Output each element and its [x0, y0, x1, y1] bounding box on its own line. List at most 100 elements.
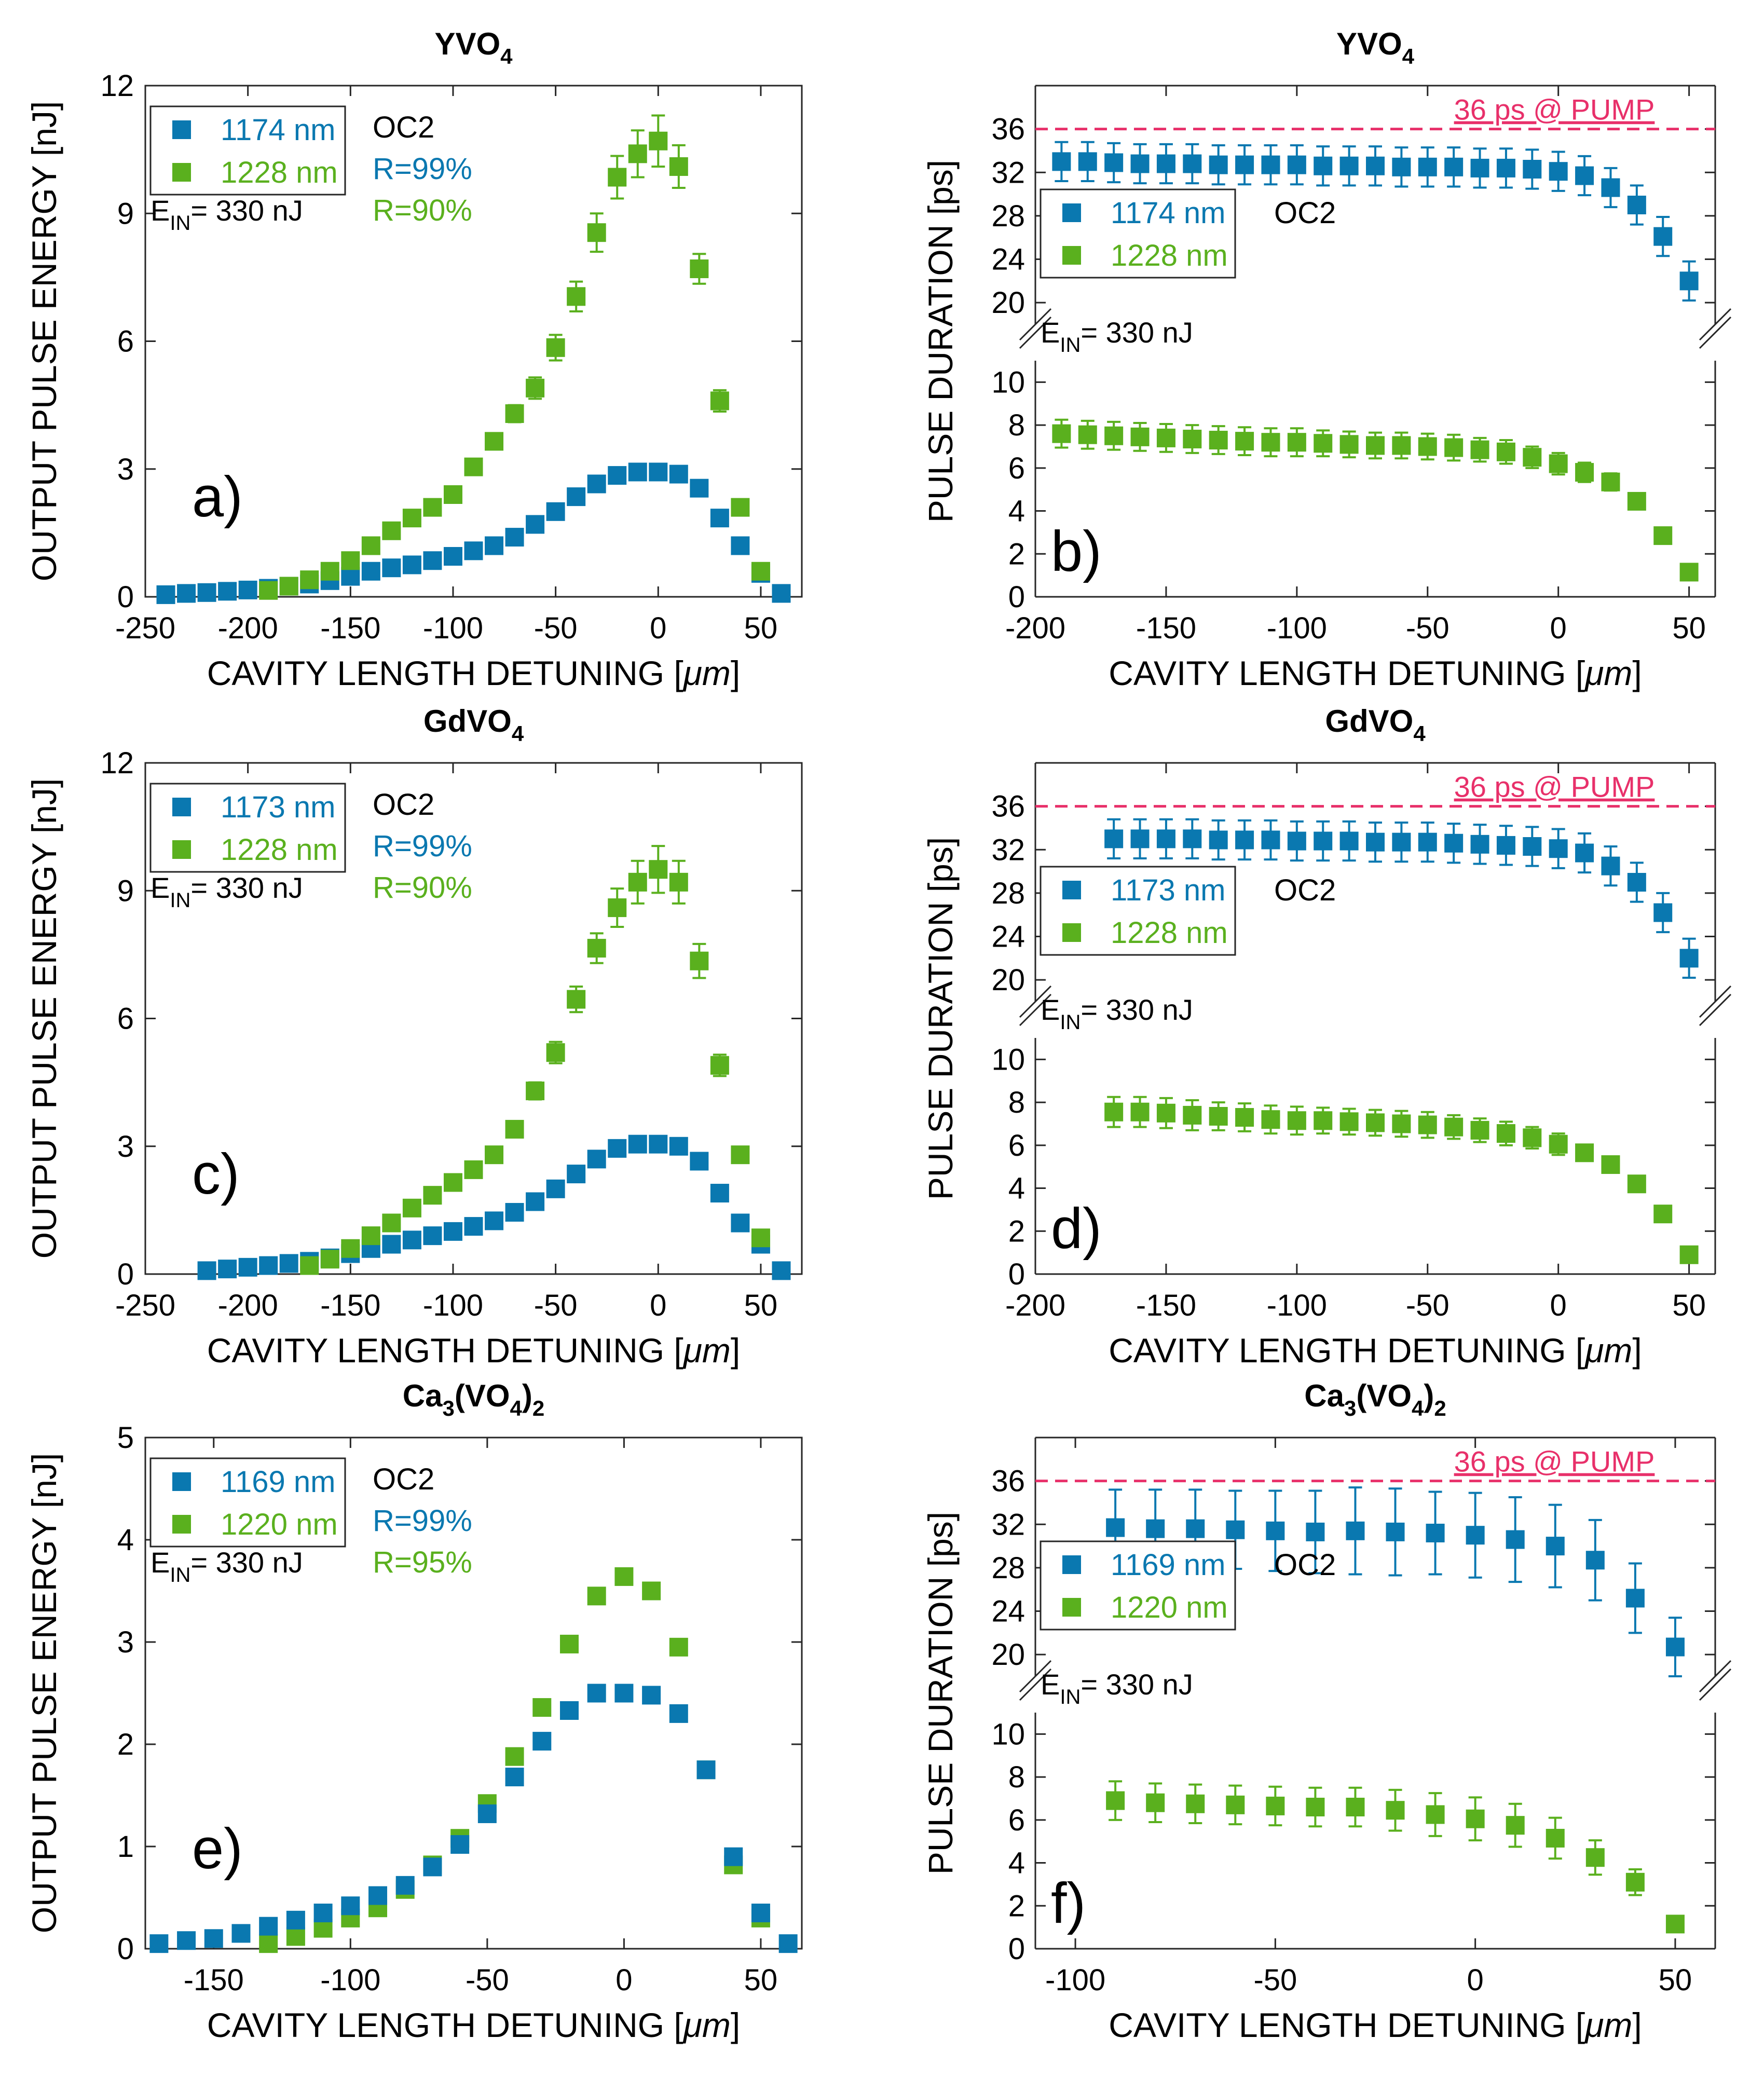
data-point: [1339, 435, 1359, 454]
data-point: [341, 1896, 360, 1916]
output-coupler-label: OC2: [373, 1462, 434, 1496]
data-point: [1585, 1848, 1605, 1867]
reflectivity-blue: R=99%: [373, 152, 472, 186]
data-point: [669, 1704, 688, 1723]
y-axis-label: PULSE DURATION [ps]: [921, 160, 960, 523]
legend-marker: [1062, 1598, 1081, 1617]
input-energy-label: EIN= 330 nJ: [1041, 993, 1193, 1034]
data-point: [1627, 491, 1646, 511]
y-tick-label: 12: [100, 69, 134, 103]
data-point: [608, 1139, 627, 1158]
y-tick-label: 5: [117, 1421, 134, 1455]
data-point: [313, 1904, 333, 1923]
legend-label: 1228 nm: [221, 156, 338, 189]
data-point: [218, 582, 237, 601]
data-point: [259, 1934, 278, 1953]
data-point: [464, 541, 483, 560]
data-point: [587, 1684, 606, 1703]
data-point: [1130, 154, 1150, 173]
x-tick-label: -200: [218, 611, 278, 645]
data-point: [1052, 152, 1071, 171]
axis-break-mark: [1699, 1668, 1732, 1701]
y-tick-label: 28: [991, 877, 1025, 910]
data-point: [218, 1260, 237, 1279]
y-tick-label: 9: [117, 197, 134, 230]
data-point: [614, 1567, 634, 1586]
y-tick-label: 24: [991, 243, 1025, 277]
data-point: [1625, 1872, 1645, 1892]
data-point: [231, 1924, 251, 1943]
x-axis-label: CAVITY LENGTH DETUNING [μm]: [207, 2006, 741, 2044]
data-point: [1209, 431, 1228, 450]
data-point: [1339, 831, 1359, 851]
data-point: [1679, 563, 1699, 582]
data-point: [197, 1261, 216, 1280]
chart-panel-e: -150 -100 -50 0 50 0 1 2 3 4 5 OUTPUT PULSE ENERGY …: [25, 1378, 803, 2044]
x-axis-label: CAVITY LENGTH DETUNING [μm]: [207, 1331, 741, 1370]
x-tick-label: -150: [320, 611, 380, 645]
data-point: [402, 1198, 421, 1218]
pump-reference-label: 36 ps @ PUMP: [1454, 93, 1655, 126]
legend-marker: [172, 1515, 191, 1534]
data-point: [402, 1230, 421, 1250]
data-point: [1261, 155, 1280, 174]
data-point: [1679, 271, 1699, 291]
series-blue: [156, 462, 791, 604]
y-tick-label: 2: [1008, 1214, 1025, 1248]
y-tick-label: 36: [991, 790, 1025, 824]
data-point: [450, 1835, 470, 1854]
legend-label: 1174 nm: [1111, 196, 1225, 230]
data-point: [485, 432, 504, 451]
data-point: [1156, 428, 1175, 447]
data-point: [1314, 1111, 1333, 1130]
data-point: [1261, 433, 1280, 452]
data-point: [1314, 156, 1333, 175]
legend: 1174 nm 1228 nm: [1040, 188, 1236, 279]
data-point: [1130, 829, 1150, 849]
data-point: [1653, 526, 1673, 545]
data-point: [1106, 1518, 1125, 1537]
x-tick-label: -100: [423, 611, 483, 645]
data-point: [1426, 1524, 1445, 1542]
y-tick-label: 32: [991, 156, 1025, 189]
data-point: [1339, 156, 1359, 175]
data-point: [751, 1904, 770, 1923]
data-point: [1549, 454, 1568, 473]
series-green: [259, 114, 770, 600]
data-point: [382, 558, 401, 578]
data-point: [608, 168, 627, 187]
legend-marker: [172, 798, 191, 816]
data-point: [1575, 843, 1594, 863]
data-point: [1287, 155, 1306, 174]
data-point: [1346, 1798, 1365, 1816]
data-point: [204, 1929, 223, 1948]
data-point: [1226, 1795, 1245, 1814]
data-point: [477, 1804, 497, 1823]
data-point: [423, 498, 442, 517]
data-point: [1653, 903, 1673, 922]
axis-break-mark: [1019, 308, 1052, 341]
data-point: [382, 1235, 401, 1254]
x-tick-label: -150: [320, 1289, 380, 1322]
data-point: [696, 1760, 716, 1780]
data-point: [731, 498, 750, 517]
input-energy-label: EIN= 330 nJ: [151, 871, 303, 912]
data-point: [1235, 432, 1254, 451]
chart-panel-d: -200 -150 -100 -50 0 5020242832360246810PULSE…: [921, 704, 1732, 1370]
axis-break-mark: [1019, 1660, 1052, 1693]
y-tick-label: 2: [117, 1728, 134, 1761]
data-point: [423, 1857, 442, 1877]
y-tick-label: 0: [1008, 580, 1025, 614]
legend-marker: [172, 163, 191, 182]
data-point: [300, 1256, 319, 1275]
data-point: [690, 478, 709, 498]
data-point: [1392, 832, 1411, 852]
x-tick-label: -100: [1267, 1289, 1327, 1322]
data-point: [1266, 1521, 1285, 1540]
data-point: [526, 378, 545, 398]
data-point: [320, 1250, 339, 1269]
output-coupler-label: OC2: [373, 788, 434, 822]
data-point: [1366, 436, 1385, 455]
